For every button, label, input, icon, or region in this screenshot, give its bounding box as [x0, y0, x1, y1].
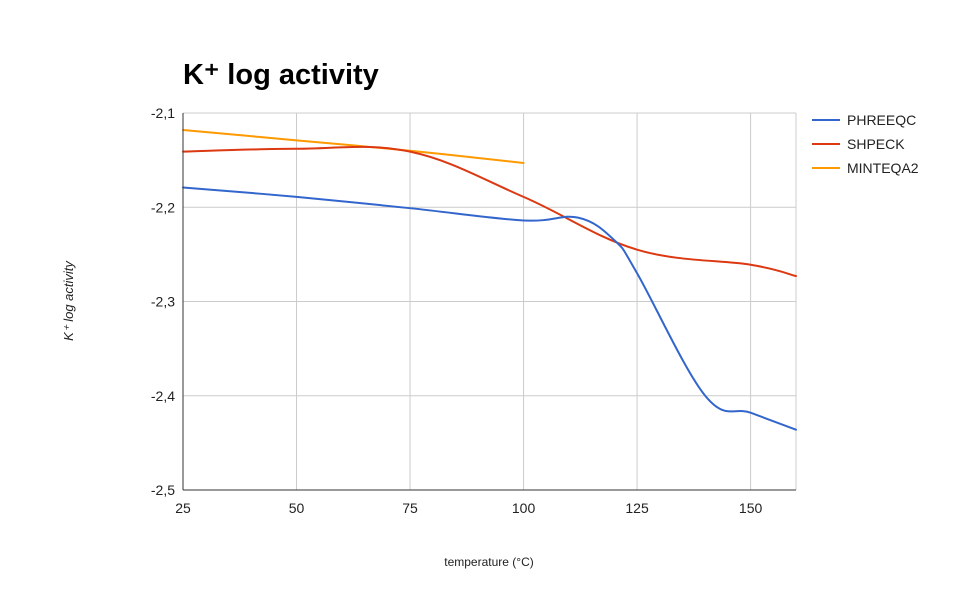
series-line-shpeck	[182, 145, 797, 278]
series-line-minteqa2	[182, 128, 525, 164]
y-tick-label: -2,5	[151, 482, 175, 498]
legend-label-shpeck: SHPECK	[847, 136, 905, 152]
series-line-phreeqc	[182, 186, 797, 431]
y-tick-label: -2,3	[151, 294, 175, 310]
x-tick-label: 50	[289, 500, 305, 516]
y-tick-label: -2,4	[151, 388, 175, 404]
legend-label-minteqa2: MINTEQA2	[847, 160, 919, 176]
chart-text: -2,1 -2,2 -2,3 -2,4 -2,525 50 75 100 125 150 K⁺ lo…	[61, 59, 762, 569]
x-tick-label: 75	[402, 500, 418, 516]
x-tick-label: 100	[512, 500, 536, 516]
legend-label-phreeqc: PHREEQC	[847, 112, 916, 128]
y-tick-label: -2,1	[151, 105, 175, 121]
x-tick-label: 150	[739, 500, 763, 516]
x-tick-label: 25	[175, 500, 191, 516]
axes	[182, 113, 796, 491]
legend: PHREEQC SHPECK MINTEQA2	[812, 112, 919, 176]
y-tick-label: -2,2	[151, 199, 175, 215]
series-lines	[182, 128, 797, 431]
y-axis-title: K⁺ log activity	[61, 260, 76, 341]
x-tick-label: 125	[625, 500, 649, 516]
x-axis-title: temperature (°C)	[444, 555, 534, 569]
chart-title: K⁺ log activity	[183, 59, 379, 91]
gridlines	[183, 112, 797, 490]
